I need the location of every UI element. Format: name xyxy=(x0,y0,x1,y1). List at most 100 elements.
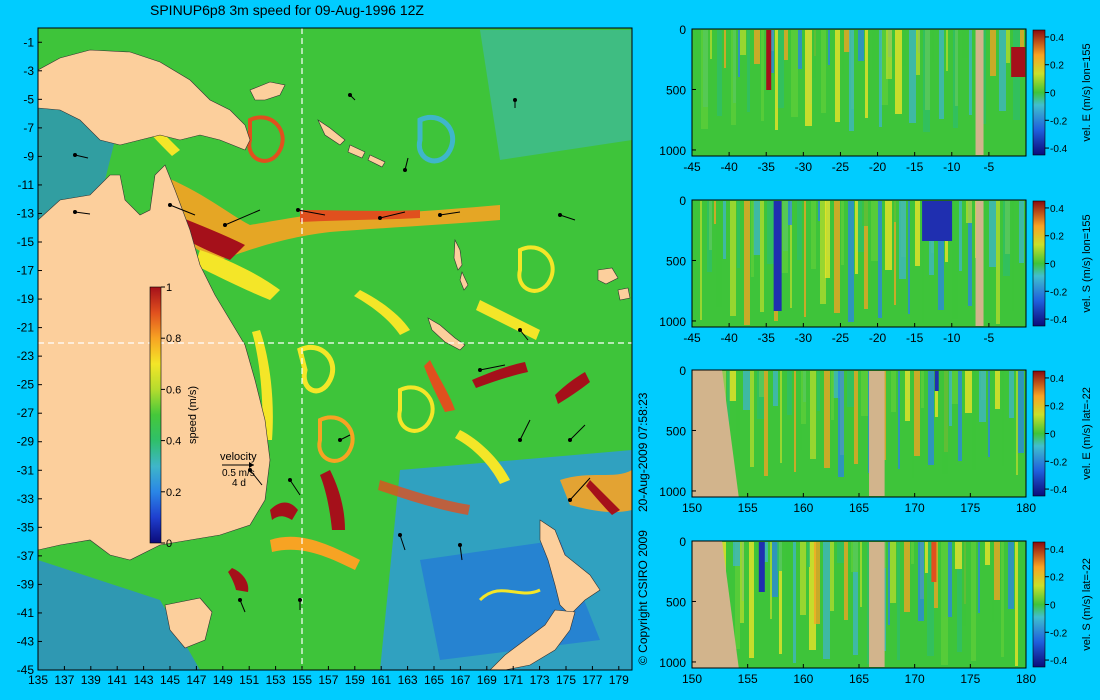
section-streak xyxy=(888,542,890,625)
section-panel: -45 -40 -35 -30 -25 -20 -15 -10 -5 0 500 1000 0.4 0.2… xyxy=(659,194,1093,345)
section-streak xyxy=(777,542,782,571)
section-streak xyxy=(727,371,730,423)
section-streak xyxy=(912,371,914,478)
section-streak xyxy=(825,201,830,278)
map-x-tick-label: 169 xyxy=(477,673,497,687)
section-streak xyxy=(853,542,858,655)
section-label: vel. S (m/s) lon=155 xyxy=(1081,214,1093,312)
section-colorbar-tick-label: 0.2 xyxy=(1050,232,1064,243)
section-streak xyxy=(898,371,900,469)
section-streak xyxy=(751,201,754,277)
map-y-tick-label: -17 xyxy=(17,264,35,278)
section-streak xyxy=(805,30,812,126)
map-y-axis: -1 -3 -5 -7 -9 -11 -13 -15 -17 -19 -21 -23 -25 -27 -29… xyxy=(17,35,42,677)
section-streak xyxy=(791,30,798,117)
section-streak xyxy=(951,371,958,404)
section-x-tick-label: -5 xyxy=(984,160,995,174)
section-streak xyxy=(968,201,972,306)
velocity-arrows xyxy=(73,93,591,613)
section-x-tick-label: -40 xyxy=(720,331,738,345)
section-streak xyxy=(804,201,806,317)
section-streak xyxy=(707,201,712,272)
section-y-tick-label: 0 xyxy=(679,194,686,208)
section-streak xyxy=(714,201,716,224)
velocity-key-speed: 0.5 m/s xyxy=(222,468,255,479)
section-label: vel. E (m/s) lat=-22 xyxy=(1081,387,1093,480)
section-y-tick-label: 1000 xyxy=(659,485,686,499)
velocity-key-label: velocity xyxy=(220,451,257,463)
section-x-tick-label: 175 xyxy=(960,501,980,515)
section-streak xyxy=(938,201,944,310)
section-streak xyxy=(811,201,816,269)
section-streak xyxy=(939,30,944,119)
map-x-tick-label: 175 xyxy=(556,673,576,687)
section-streak xyxy=(1012,201,1014,311)
section-streak xyxy=(946,30,948,71)
section-streak xyxy=(969,30,972,115)
section-streak xyxy=(941,542,948,665)
land-tasmania xyxy=(164,597,213,649)
section-y-tick-label: 500 xyxy=(666,83,686,97)
section-streak xyxy=(790,201,792,308)
section-frame xyxy=(691,199,1027,328)
copyright-text: © Copyright CSIRO 2009 xyxy=(636,530,650,665)
section-streak xyxy=(743,371,750,410)
section-jet xyxy=(934,371,939,391)
velocity-key-duration: 4 d xyxy=(232,478,246,489)
map-y-tick-label: -45 xyxy=(17,663,35,677)
section-streak xyxy=(838,371,844,477)
section-streak xyxy=(932,30,934,62)
section-streak xyxy=(1001,542,1004,657)
section-x-tick-label: -10 xyxy=(943,331,961,345)
section-colorbar xyxy=(1032,541,1046,668)
section-streak xyxy=(747,30,750,112)
map-y-tick-label: -19 xyxy=(17,292,35,306)
section-streak xyxy=(847,371,854,407)
section-streak xyxy=(798,30,802,69)
map-x-tick-label: 139 xyxy=(81,673,101,687)
map-y-tick-label: -39 xyxy=(17,577,35,591)
section-streak xyxy=(733,542,740,566)
section-streak xyxy=(915,201,920,266)
section-y-tick-label: 1000 xyxy=(659,656,686,670)
vertical-sections: -45 -40 -35 -30 -25 -20 -15 -10 -5 0 500 1000 0.4 0.2… xyxy=(659,23,1093,686)
section-land xyxy=(869,542,885,667)
section-jet xyxy=(931,542,937,582)
map-x-tick-label: 153 xyxy=(266,673,286,687)
section-streak xyxy=(911,542,914,564)
map-y-tick-label: -33 xyxy=(17,492,35,506)
section-streak xyxy=(781,201,788,273)
section-y-tick-label: 500 xyxy=(666,424,686,438)
section-streak xyxy=(773,371,778,406)
section-streak xyxy=(1008,542,1014,609)
land-fiji xyxy=(597,267,631,301)
section-streak xyxy=(894,201,896,305)
map-y-tick-label: -15 xyxy=(17,235,35,249)
map-x-tick-label: 147 xyxy=(186,673,206,687)
section-land xyxy=(692,541,739,668)
arrowhead-icon xyxy=(249,462,254,468)
section-streak xyxy=(786,542,792,606)
section-y-tick-label: 0 xyxy=(679,364,686,378)
section-streak xyxy=(942,371,948,474)
section-streak xyxy=(952,201,958,319)
section-frame xyxy=(691,28,1027,157)
section-x-tick-label: 160 xyxy=(793,672,813,686)
section-streak xyxy=(800,542,806,615)
section-colorbar-tick-label: 0 xyxy=(1050,430,1056,441)
section-streak xyxy=(779,542,782,654)
colorbar-label: speed (m/s) xyxy=(187,386,199,444)
section-streak xyxy=(1009,371,1014,418)
section-streak xyxy=(834,201,840,313)
section-streak xyxy=(833,371,840,398)
map-x-tick-label: 167 xyxy=(450,673,470,687)
map-y-tick-label: -21 xyxy=(17,321,35,335)
land-new-guinea xyxy=(38,49,251,151)
section-colorbar-tick-label: 0.2 xyxy=(1050,402,1064,413)
map-y-tick-label: -37 xyxy=(17,549,35,563)
map-y-tick-label: -27 xyxy=(17,406,35,420)
section-streak xyxy=(809,542,816,650)
section-x-tick-label: -30 xyxy=(795,331,813,345)
section-streak xyxy=(918,542,924,621)
section-streak xyxy=(750,371,754,467)
